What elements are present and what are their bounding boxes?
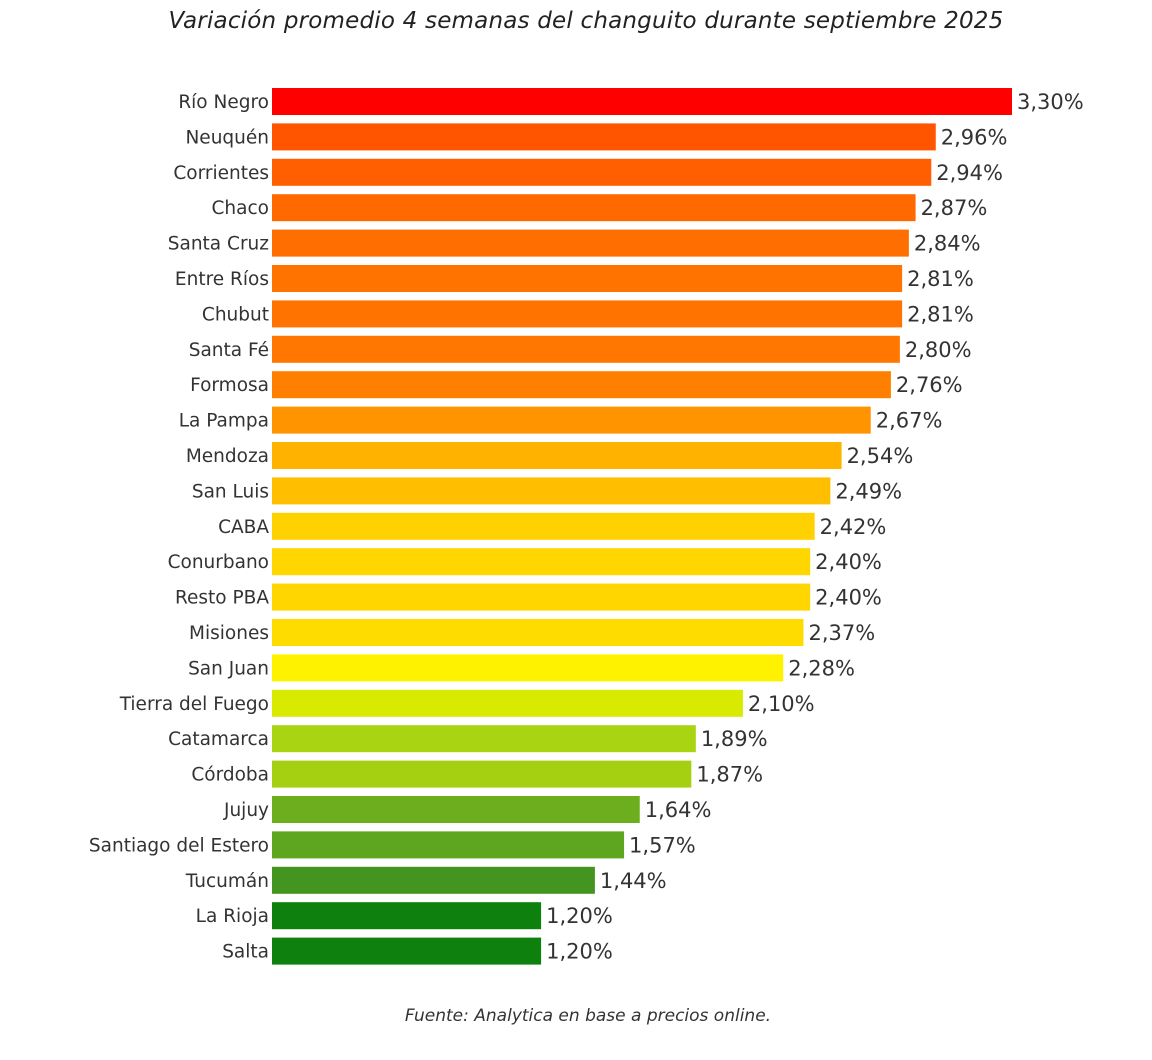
bar-san-juan	[272, 654, 784, 682]
value-label: 2,37%	[808, 621, 875, 645]
bar-santa-cruz	[272, 229, 909, 257]
value-label: 2,67%	[876, 409, 943, 433]
bar-santa-fé	[272, 335, 900, 363]
value-label: 1,57%	[629, 833, 696, 857]
category-labels-group: Río Negro Neuquén Corrientes Chaco Santa Cru…	[89, 92, 269, 963]
bar-jujuy	[272, 796, 640, 823]
category-label: Córdoba	[191, 765, 269, 786]
category-label: Resto PBA	[175, 588, 269, 609]
value-label: 2,28%	[788, 656, 855, 680]
value-label: 2,42%	[820, 515, 887, 539]
chart-title: Variación promedio 4 semanas del changui…	[168, 8, 1004, 34]
category-label: Santa Fé	[189, 340, 269, 361]
value-label: 2,49%	[835, 479, 902, 503]
bar-catamarca	[272, 725, 696, 753]
category-label: Neuquén	[185, 127, 269, 148]
value-label: 1,64%	[645, 798, 712, 822]
bar-resto-pba	[272, 583, 811, 611]
category-label: Misiones	[189, 623, 269, 644]
value-label: 2,84%	[914, 232, 981, 256]
bar-la-pampa	[272, 406, 871, 434]
category-label: Río Negro	[178, 92, 269, 113]
category-label: Tucumán	[185, 871, 269, 892]
category-label: Formosa	[190, 375, 269, 396]
value-label: 1,44%	[600, 869, 667, 893]
bar-santiago-del-estero	[272, 831, 625, 859]
category-label: Mendoza	[186, 446, 269, 467]
category-label: CABA	[218, 517, 269, 538]
bar-san-luis	[272, 477, 831, 505]
bar-tierra-del-fuego	[272, 689, 743, 717]
bar-la-rioja	[272, 902, 542, 930]
bar-salta	[272, 937, 542, 965]
value-label: 2,54%	[847, 444, 914, 468]
category-label: Salta	[222, 942, 269, 963]
category-label: Entre Ríos	[175, 269, 269, 290]
value-label: 1,20%	[546, 940, 613, 964]
bar-tucumán	[272, 866, 595, 894]
value-label: 2,10%	[748, 692, 815, 716]
value-label: 2,94%	[936, 161, 1003, 185]
category-label: San Luis	[192, 481, 269, 502]
category-label: Santa Cruz	[168, 234, 269, 255]
category-label: San Juan	[188, 658, 269, 679]
value-label: 1,20%	[546, 904, 613, 928]
category-label: Chubut	[202, 304, 269, 325]
bar-neuquén	[272, 123, 936, 151]
bar-entre-ríos	[272, 265, 903, 292]
value-label: 2,40%	[815, 550, 882, 574]
bars-group	[272, 88, 1012, 965]
bar-mendoza	[272, 442, 842, 469]
bar-chart: Río Negro Neuquén Corrientes Chaco Santa Cru…	[89, 88, 1084, 965]
category-label: Tierra del Fuego	[119, 694, 269, 715]
bar-corrientes	[272, 158, 932, 186]
bar-río-negro	[272, 88, 1012, 115]
bar-chaco	[272, 194, 916, 222]
value-label: 2,80%	[905, 338, 972, 362]
category-label: La Rioja	[196, 906, 269, 927]
value-label: 2,81%	[907, 302, 974, 326]
category-label: Jujuy	[223, 800, 269, 821]
value-label: 2,76%	[896, 373, 963, 397]
bar-conurbano	[272, 548, 811, 576]
category-label: La Pampa	[179, 411, 269, 432]
category-label: Chaco	[212, 198, 269, 219]
bar-chubut	[272, 300, 903, 328]
bar-misiones	[272, 619, 804, 646]
category-label: Corrientes	[173, 163, 269, 184]
value-label: 3,30%	[1017, 90, 1084, 114]
value-label: 2,96%	[941, 125, 1008, 149]
bar-córdoba	[272, 760, 692, 788]
category-label: Santiago del Estero	[89, 835, 269, 856]
value-labels-group: 3,30% 2,96% 2,94% 2,87% 2,84% 2,81% 2,81% 2,80%…	[546, 90, 1084, 964]
value-label: 2,87%	[921, 196, 988, 220]
chart-source: Fuente: Analytica en base a precios onli…	[404, 1006, 772, 1026]
bar-caba	[272, 512, 815, 540]
category-label: Catamarca	[168, 729, 269, 750]
value-label: 1,87%	[696, 763, 763, 787]
value-label: 2,81%	[907, 267, 974, 291]
value-label: 2,40%	[815, 586, 882, 610]
category-label: Conurbano	[168, 552, 269, 573]
bar-formosa	[272, 371, 891, 399]
value-label: 1,89%	[701, 727, 768, 751]
